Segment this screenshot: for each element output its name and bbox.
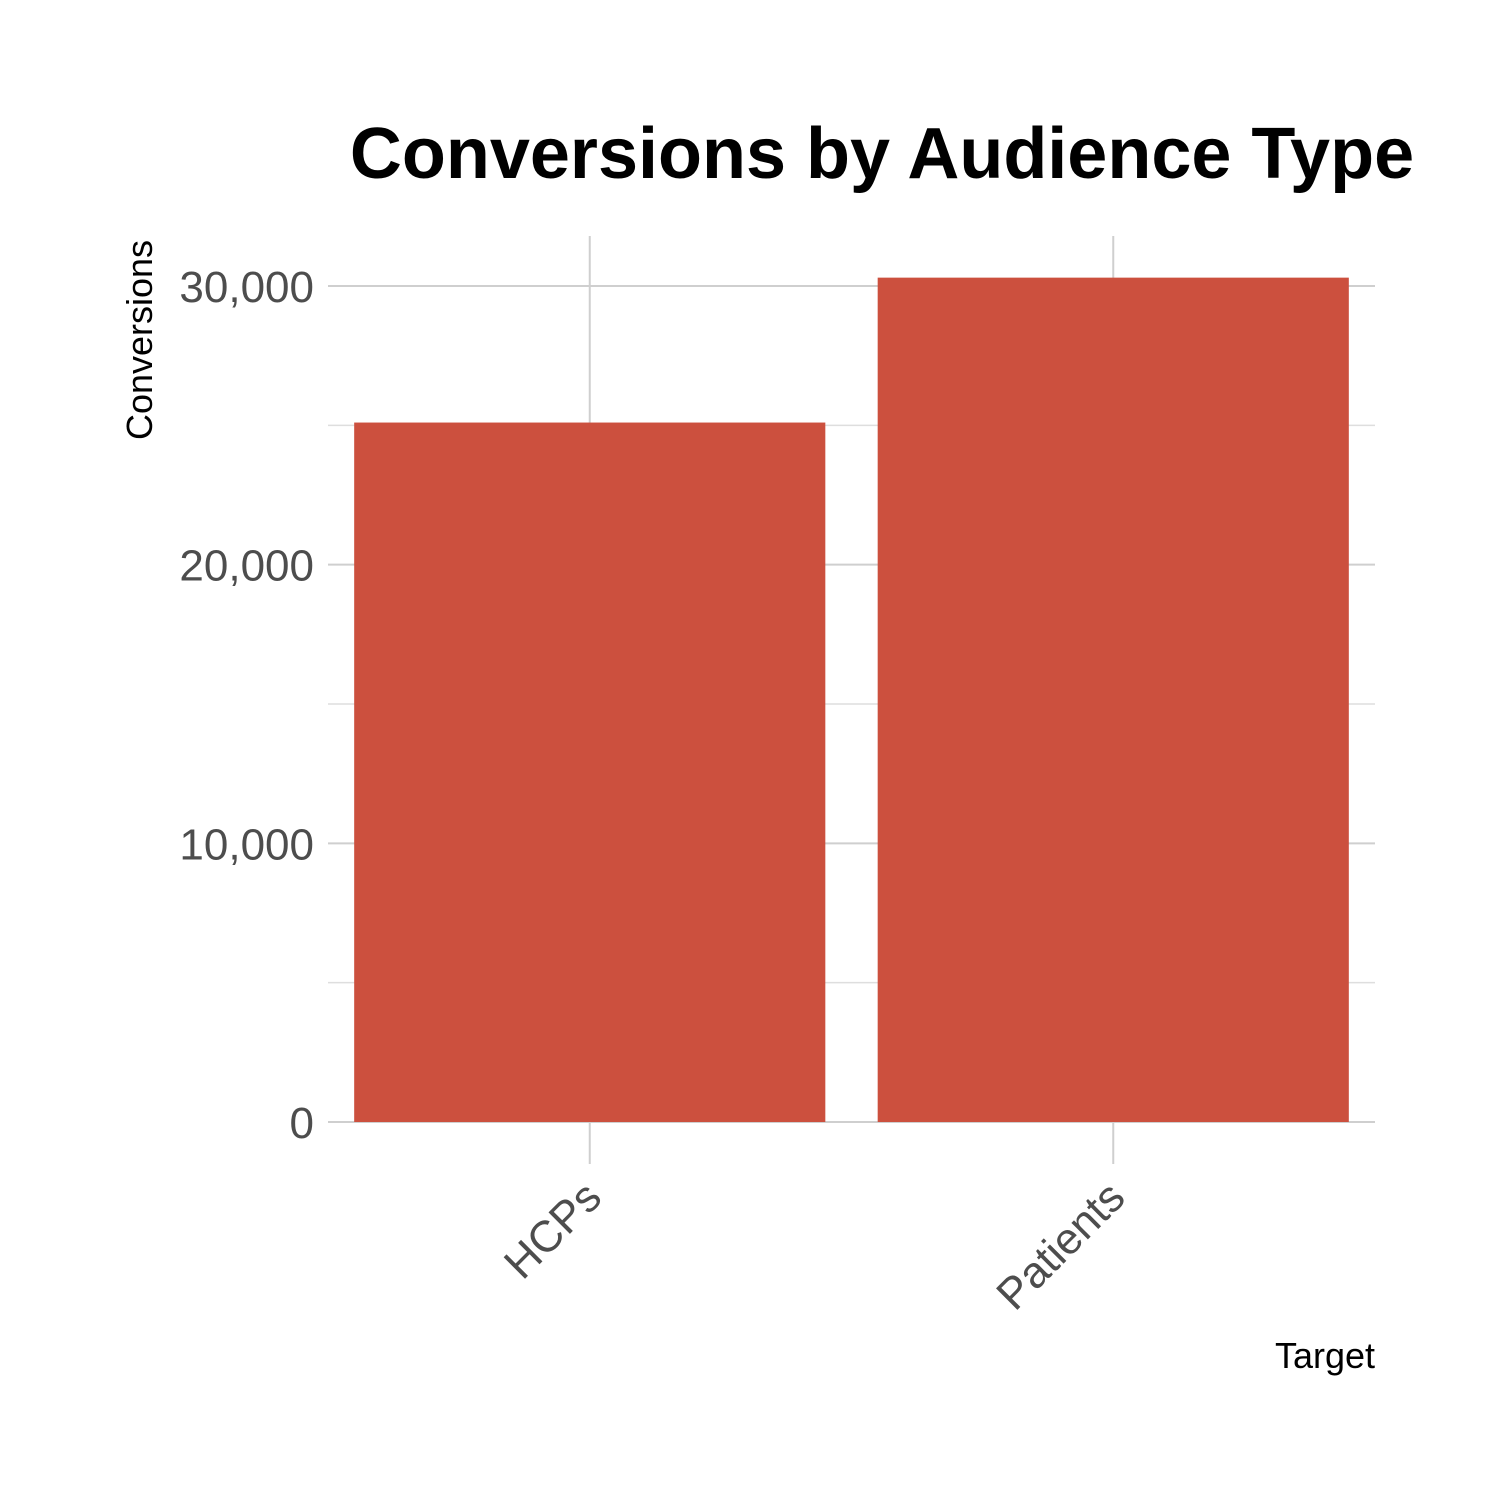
x-tick-label: HCPs	[495, 1172, 611, 1288]
x-axis-ticks: HCPs Patients	[495, 1172, 1134, 1319]
y-axis-title: Conversions	[119, 240, 160, 440]
x-axis-title: Target	[1275, 1335, 1375, 1376]
y-tick-label: 0	[290, 1099, 314, 1148]
x-tick-label: Patients	[987, 1172, 1134, 1319]
bar-hcps	[354, 422, 826, 1123]
y-tick-label: 30,000	[179, 263, 314, 312]
bar-patients	[877, 277, 1349, 1122]
y-tick-label: 10,000	[179, 820, 314, 869]
y-tick-label: 20,000	[179, 542, 314, 591]
chart-title: Conversions by Audience Type	[350, 114, 1414, 194]
y-axis-ticks: 0 10,000 20,000 30,000	[179, 263, 314, 1148]
bars	[354, 277, 1349, 1123]
